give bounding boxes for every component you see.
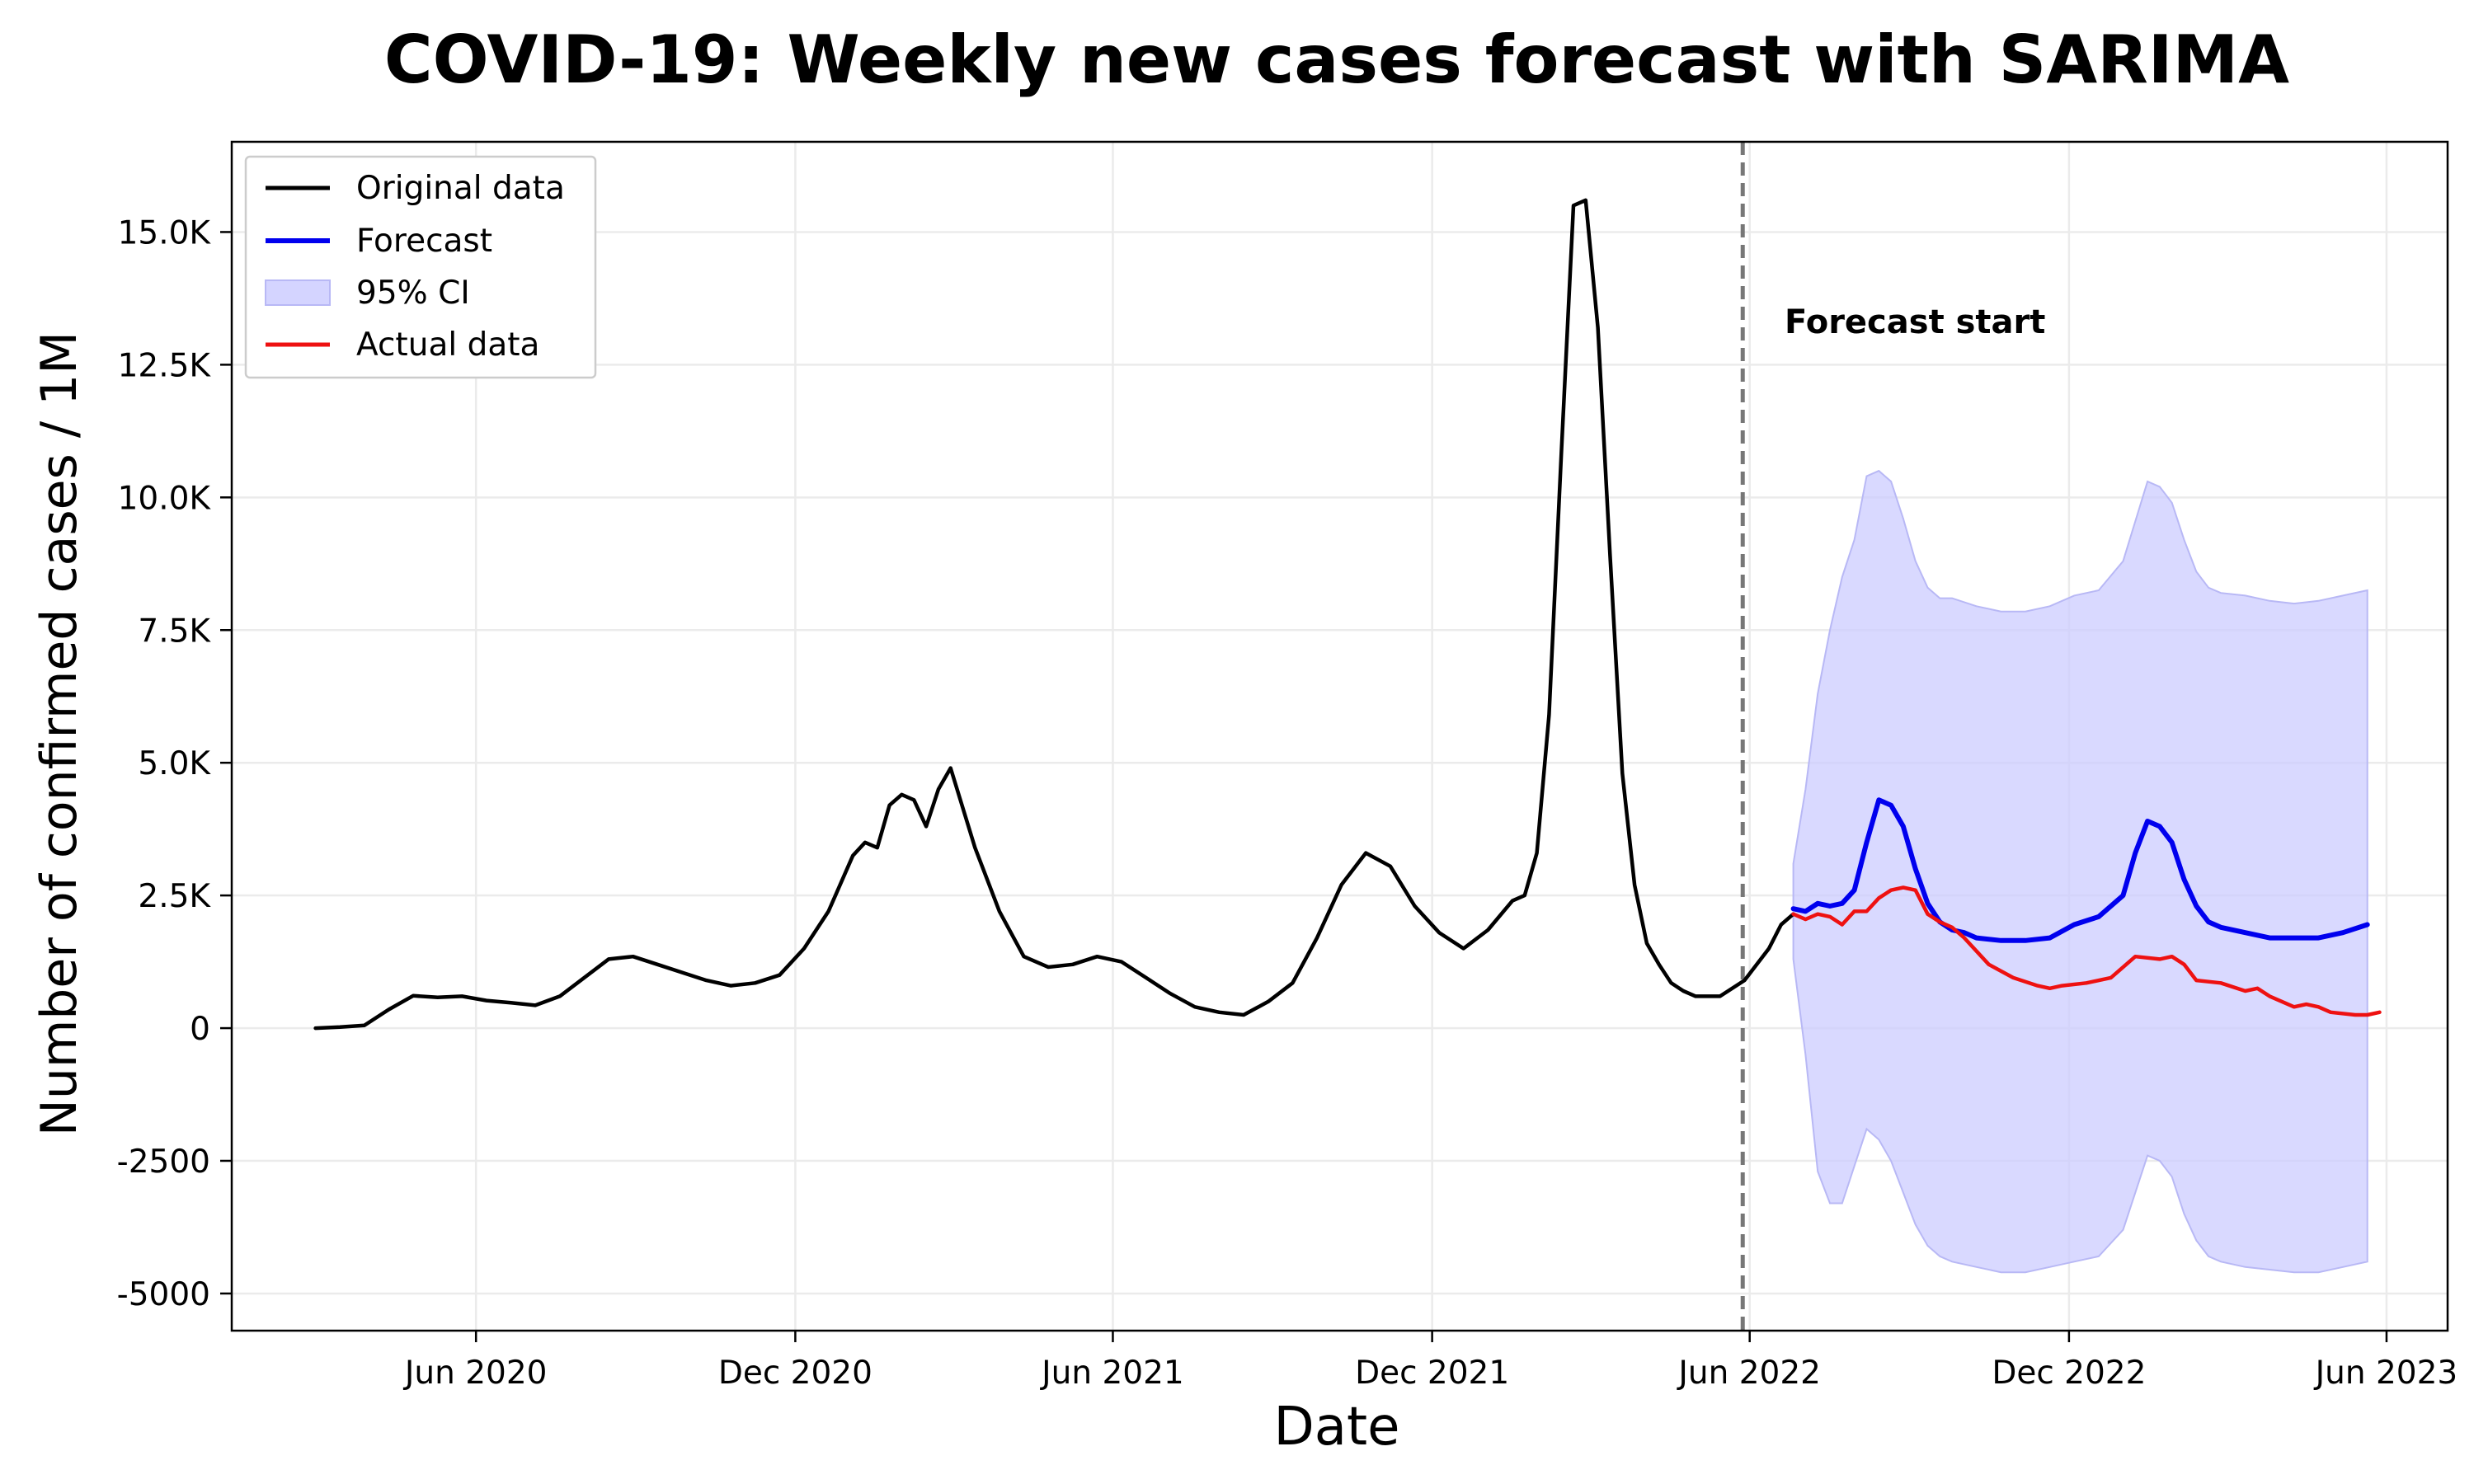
y-tick-label: 2.5K xyxy=(138,878,211,915)
y-tick-label: 5.0K xyxy=(138,745,211,782)
y-tick-label: -5000 xyxy=(117,1276,210,1313)
y-tick-label: -2500 xyxy=(117,1144,210,1181)
y-tick-label: 0 xyxy=(190,1011,210,1048)
x-tick-label: Jun 2023 xyxy=(2313,1355,2458,1392)
x-tick-label: Jun 2020 xyxy=(402,1355,548,1392)
y-tick-label: 12.5K xyxy=(118,347,212,384)
series-line-original-data xyxy=(313,198,1795,1031)
legend: Original data Forecast 95% CI Actual dat… xyxy=(244,155,597,379)
plot-area-frame xyxy=(230,140,2449,1332)
chart-title: COVID-19: Weekly new cases forecast with… xyxy=(384,21,2289,98)
legend-label-forecast: Forecast xyxy=(356,223,492,260)
confidence-interval-band xyxy=(1792,469,2368,1274)
x-tick-label: Dec 2020 xyxy=(718,1355,872,1392)
legend-label-original: Original data xyxy=(356,170,565,207)
y-tick-label: 10.0K xyxy=(118,480,212,517)
x-axis-ticks: Jun 2020 Dec 2020 Jun 2021 Dec 2021 Jun 2022… xyxy=(402,1331,2458,1392)
series-lines xyxy=(313,198,2382,1031)
legend-label-actual: Actual data xyxy=(356,326,539,364)
x-tick-label: Jun 2021 xyxy=(1039,1355,1184,1392)
y-axis-label: Number of confirmed cases / 1M xyxy=(31,331,88,1136)
x-tick-label: Jun 2022 xyxy=(1676,1355,1821,1392)
series-line-forecast xyxy=(1790,797,2370,943)
y-tick-label: 15.0K xyxy=(118,214,212,251)
legend-label-ci: 95% CI xyxy=(356,275,470,312)
legend-box xyxy=(244,155,597,379)
x-axis-label: Date xyxy=(1274,1397,1400,1458)
ci-band xyxy=(1792,469,2368,1274)
legend-swatch-ci xyxy=(265,279,331,306)
x-tick-label: Dec 2022 xyxy=(1992,1355,2146,1392)
series-line-actual-data xyxy=(1791,885,2382,1017)
x-tick-label: Dec 2021 xyxy=(1355,1355,1509,1392)
y-axis-ticks: 15.0K 12.5K 10.0K 7.5K 5.0K 2.5K 0 -2500 -5000 xyxy=(117,214,232,1313)
y-tick-label: 7.5K xyxy=(138,613,211,650)
forecast-start-annotation: Forecast start xyxy=(1785,303,2045,341)
